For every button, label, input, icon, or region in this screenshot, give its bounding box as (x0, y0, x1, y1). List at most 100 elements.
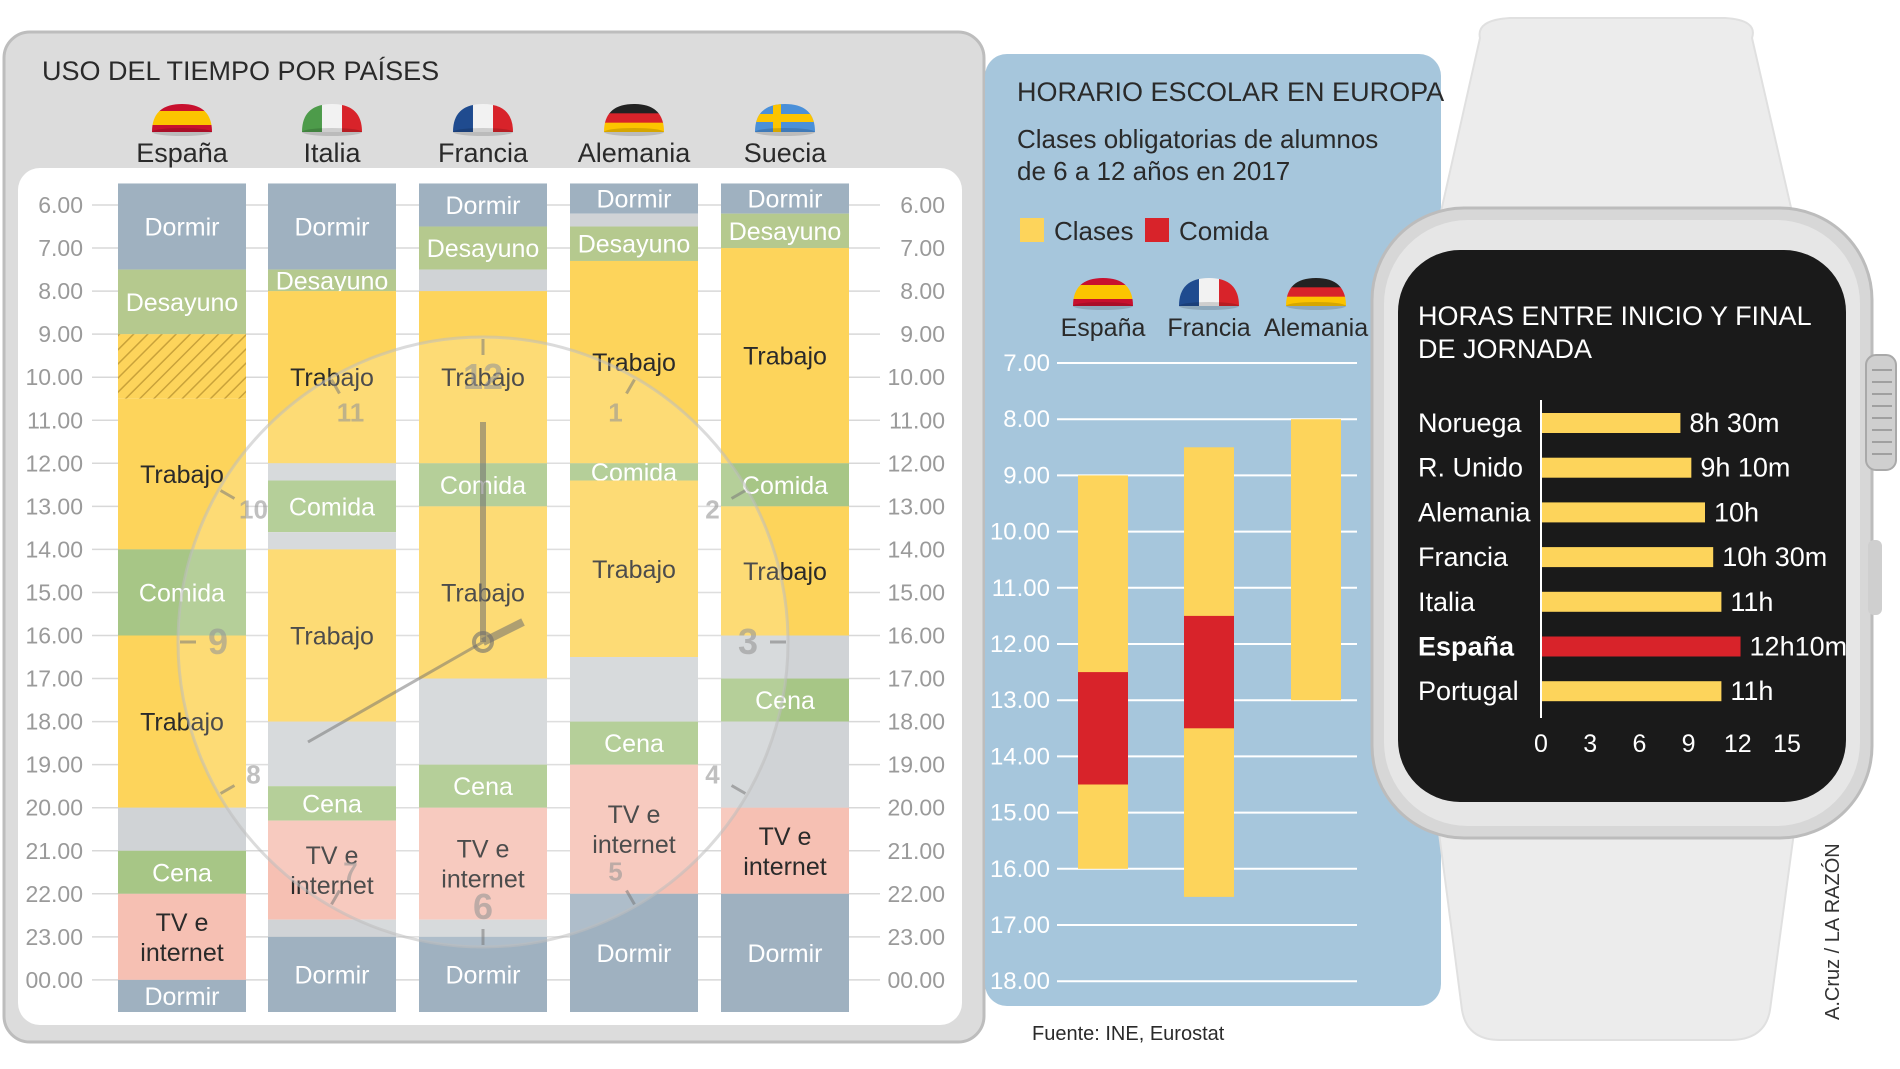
hour-label-right: 11.00 (889, 407, 945, 433)
clock-tick (219, 784, 236, 795)
watch-title-line1: HORAS ENTRE INICIO Y FINAL (1418, 301, 1812, 331)
hour-label-right: 23.00 (887, 924, 945, 950)
time-use-title: USO DEL TIEMPO POR PAÍSES (42, 56, 439, 86)
watch-side-button (1868, 540, 1882, 615)
activity-block-free (570, 213, 698, 227)
clock-number: 6 (473, 886, 493, 927)
school-hour-label: 8.00 (1003, 406, 1050, 433)
activity-block-sleep (570, 893, 698, 1012)
school-title: HORARIO ESCOLAR EN EUROPA (1017, 77, 1444, 107)
school-panel: HORARIO ESCOLAR EN EUROPA Clases obligat… (985, 54, 1444, 1006)
school-hour-label: 13.00 (990, 687, 1050, 714)
activity-block-free (268, 721, 396, 787)
clock-tick (730, 489, 747, 500)
hour-label-right: 10.00 (887, 364, 945, 390)
watch-crown (1865, 354, 1897, 471)
activity-label: Dormir (145, 983, 220, 1011)
activity-block-sleep (721, 183, 849, 214)
clock-number: 1 (608, 398, 622, 428)
credit: A.Cruz / LA RAZÓN (1822, 843, 1844, 1020)
activity-block-free (268, 463, 396, 481)
column-españa: DormirDesayunoTrabajoComidaTrabajoCenaTV… (118, 183, 246, 1012)
school-hour-label: 15.00 (990, 800, 1050, 827)
hour-label-right: 22.00 (887, 881, 945, 907)
flag-alemania (604, 104, 664, 136)
activity-block-sleep (268, 936, 396, 1012)
activity-block-sleep (118, 979, 246, 1012)
hour-label-right: 15.00 (887, 579, 945, 605)
activity-block-free (570, 657, 698, 722)
activity-block-breakfast (721, 213, 849, 249)
school-country-label: Francia (1167, 314, 1250, 342)
hour-label-left: 20.00 (25, 795, 83, 821)
activity-block-free (419, 269, 547, 292)
activity-label: Comida (289, 493, 375, 521)
country-label: Alemania (578, 138, 692, 168)
watch-value-label: 8h 30m (1689, 408, 1779, 438)
watch-value-label: 10h (1714, 497, 1759, 527)
hour-label-left: 14.00 (25, 536, 83, 562)
activity-block-tv (570, 764, 698, 894)
activity-label: Dormir (597, 186, 672, 214)
activity-block-free (419, 678, 547, 765)
watch-value-label: 9h 10m (1700, 453, 1790, 483)
school-class-bar (1291, 419, 1341, 701)
activity-label: Desayuno (427, 235, 540, 263)
hour-label-right: 21.00 (887, 838, 945, 864)
activity-label: Trabajo (140, 709, 224, 737)
school-hour-label: 10.00 (990, 519, 1050, 546)
activity-block-tv (118, 893, 246, 980)
clock-tick (625, 378, 636, 395)
legend-label-comida: Comida (1179, 216, 1269, 246)
school-hour-label: 17.00 (990, 912, 1050, 939)
country-label: Suecia (744, 138, 828, 168)
hour-label-left: 17.00 (25, 666, 83, 692)
hour-label-right: 18.00 (887, 709, 945, 735)
activity-block-work (721, 506, 849, 636)
watch-illustration: HORAS ENTRE INICIO Y FINAL DE JORNADA No… (1370, 17, 1897, 1041)
hour-label-left: 12.00 (25, 450, 83, 476)
hour-label-left: 8.00 (38, 278, 83, 304)
activity-block-breakfast (268, 269, 396, 292)
clock-number: 3 (738, 621, 758, 662)
activity-block-meal (419, 764, 547, 808)
activity-label: Dormir (446, 192, 521, 220)
clock-number: 5 (608, 856, 622, 886)
hour-label-left: 21.00 (25, 838, 83, 864)
watch-bar-chart: Noruega 8h 30m R. Unido 9h 10m Alemania 10h Fr… (1418, 400, 1847, 758)
school-lunch-bar (1078, 672, 1128, 785)
hour-label-left: 19.00 (25, 752, 83, 778)
activity-label: Trabajo (441, 364, 525, 392)
watch-bar (1541, 457, 1692, 478)
flag-españa (152, 104, 212, 136)
activity-block-sleep (419, 183, 547, 227)
clock-number: 2 (705, 495, 719, 525)
clock-tick (330, 378, 341, 395)
activity-block-hatched (118, 334, 246, 399)
school-hour-label: 11.00 (992, 575, 1050, 602)
school-subtitle-line1: Clases obligatorias de alumnos (1017, 124, 1378, 154)
hour-label-right: 12.00 (887, 450, 945, 476)
column-italia: DormirDesayunoTrabajoComidaTrabajoCenaTV… (268, 183, 396, 1012)
watch-country-label: Alemania (1418, 497, 1532, 527)
watch-bar (1541, 547, 1714, 568)
hour-label-right: 00.00 (887, 967, 945, 993)
watch-value-label: 11h (1730, 587, 1773, 617)
school-hour-label: 12.00 (990, 631, 1050, 658)
watch-band-bottom (1436, 824, 1797, 1041)
time-use-panel: USO DEL TIEMPO POR PAÍSES 6.00 6.00 7.00 7.… (2, 30, 986, 1044)
activity-block-breakfast (570, 226, 698, 261)
activity-label: Desayuno (276, 267, 389, 295)
activity-label: Cena (302, 790, 362, 818)
activity-block-work (721, 248, 849, 464)
activity-label: Comida (742, 472, 828, 500)
watch-x-tick: 0 (1534, 730, 1548, 758)
legend-swatch-comida (1145, 218, 1169, 242)
school-subtitle-line2: de 6 a 12 años en 2017 (1017, 156, 1290, 186)
hour-label-right: 20.00 (887, 795, 945, 821)
activity-label: Dormir (446, 961, 521, 989)
